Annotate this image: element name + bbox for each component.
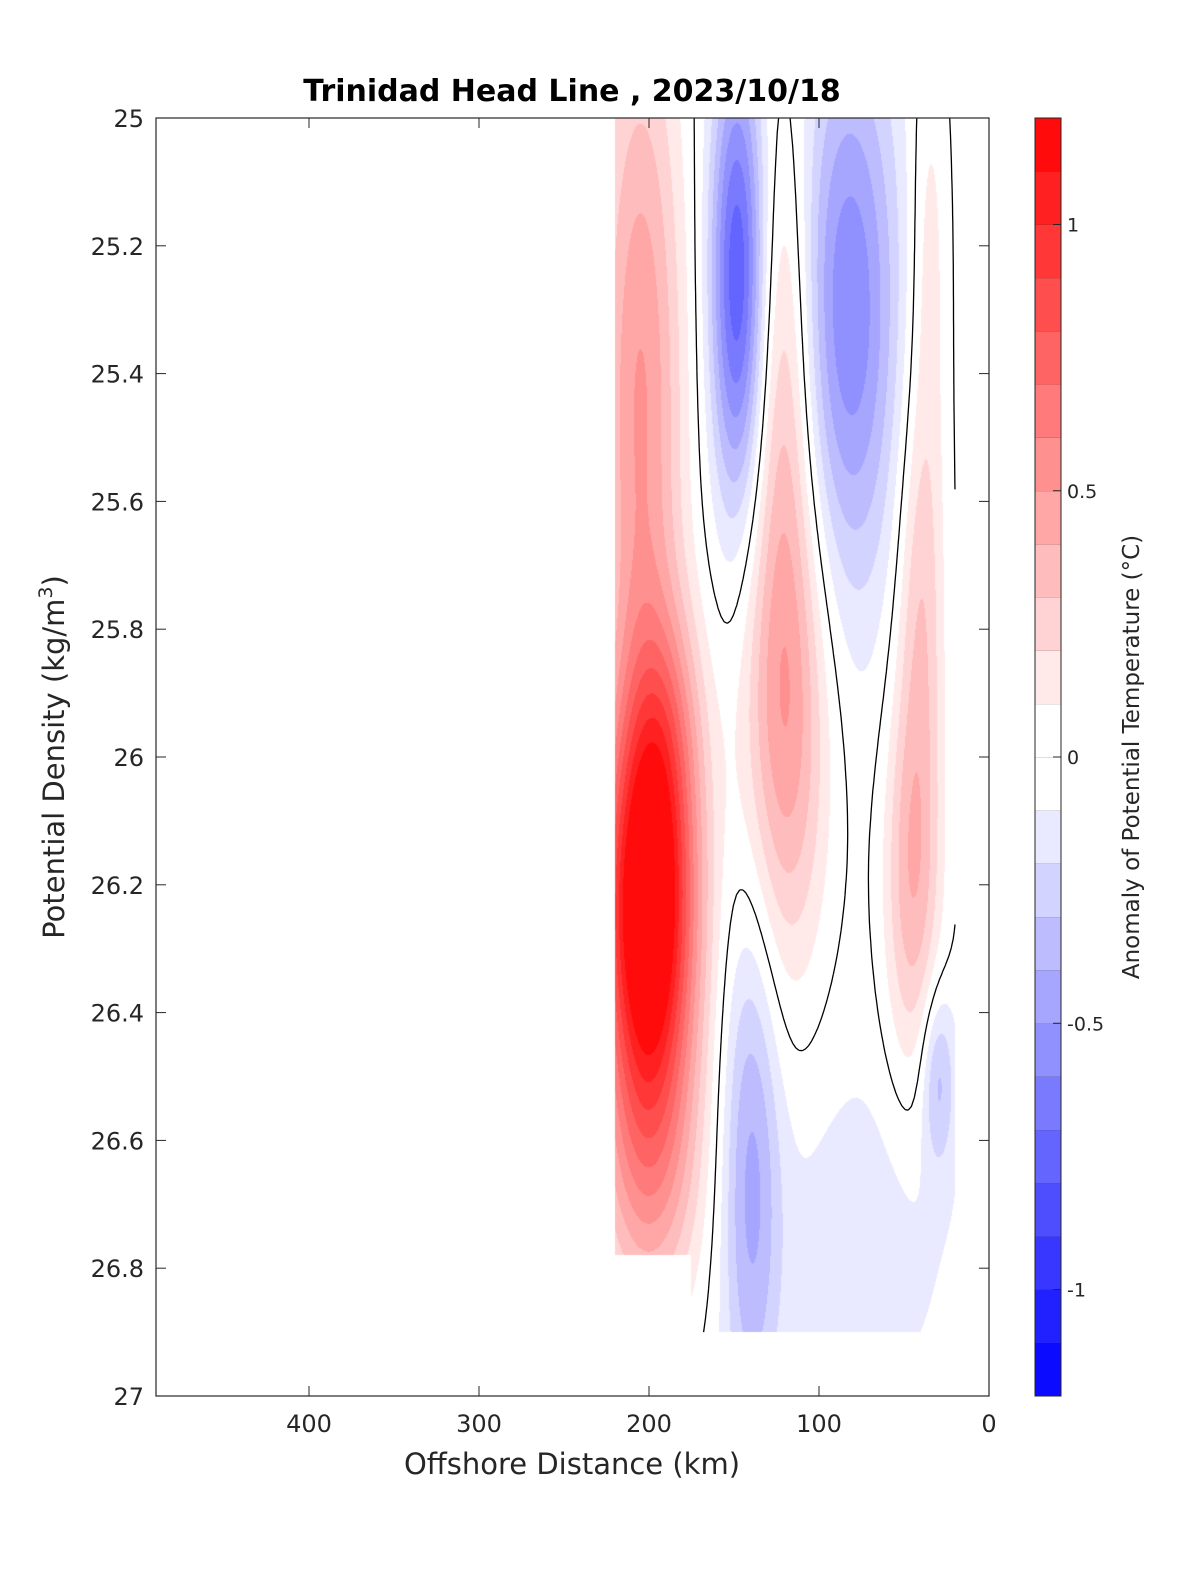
- colorbar-bin: [1035, 1289, 1061, 1344]
- colorbar-bin: [1035, 544, 1061, 598]
- y-tick-label: 26.6: [91, 1127, 144, 1155]
- colorbar-bin: [1035, 1023, 1061, 1077]
- x-tick-label: 0: [981, 1410, 996, 1438]
- y-tick-label: 26: [113, 744, 144, 772]
- colorbar-bin: [1035, 970, 1061, 1024]
- x-tick-label: 100: [796, 1410, 842, 1438]
- y-tick-label: 25.8: [91, 616, 144, 644]
- colorbar-bin: [1035, 916, 1061, 971]
- y-tick-label: 26.4: [91, 1000, 144, 1028]
- y-tick-label: 25.4: [91, 361, 144, 389]
- colorbar-bin: [1035, 224, 1061, 279]
- y-axis-label-text: Potential Density (kg/m: [37, 599, 71, 939]
- x-tick-label: 300: [456, 1410, 502, 1438]
- colorbar-bin: [1035, 1236, 1061, 1290]
- colorbar-bin: [1035, 757, 1061, 811]
- y-tick-label: 26.2: [91, 872, 144, 900]
- x-tick-label: 400: [286, 1410, 332, 1438]
- colorbar-bin: [1035, 331, 1061, 385]
- colorbar-tick-label: -0.5: [1067, 1013, 1104, 1035]
- zero-contour-lines: [693, 117, 956, 1333]
- colorbar-bin: [1035, 384, 1061, 438]
- zero-contour: [693, 117, 956, 1333]
- colorbar-tick-label: 1: [1067, 215, 1079, 237]
- colorbar-bin: [1035, 597, 1061, 651]
- colorbar-label: Anomaly of Potential Temperature (°C): [1119, 535, 1145, 979]
- colorbar-tick-label: 0.5: [1067, 481, 1097, 503]
- colorbar-bin: [1035, 1129, 1061, 1184]
- y-axis-label-superscript: 3: [35, 586, 57, 598]
- colorbar-bin: [1035, 171, 1061, 225]
- x-axis: 400 300 200 100 0: [286, 118, 997, 1438]
- colorbar-bin: [1035, 1342, 1061, 1397]
- colorbar-bin: [1035, 863, 1061, 918]
- colorbar: [1035, 117, 1061, 1397]
- x-axis-label: Offshore Distance (km): [404, 1447, 740, 1481]
- colorbar-tick-label: 0: [1067, 747, 1079, 769]
- y-tick-label: 27: [113, 1383, 144, 1411]
- y-tick-label: 25: [113, 105, 144, 133]
- heatmap-field: [156, 118, 989, 1396]
- y-axis-label: Potential Density (kg/m3): [35, 575, 71, 939]
- colorbar-bin: [1035, 810, 1061, 864]
- colorbar-bin: [1035, 703, 1061, 758]
- colorbar-ticks: 1 0.5 0 -0.5 -1: [1053, 215, 1104, 1302]
- colorbar-bin: [1035, 1183, 1061, 1237]
- colorbar-bin: [1035, 277, 1061, 332]
- y-axis: 25 25.2 25.4 25.6 25.8 26 26.2 26.4 26.6 26.8 27: [91, 105, 989, 1411]
- y-axis-label-close: ): [37, 575, 71, 586]
- y-tick-label: 25.2: [91, 233, 144, 261]
- plot-area: [156, 117, 989, 1396]
- colorbar-bin: [1035, 118, 1061, 172]
- y-tick-label: 25.6: [91, 488, 144, 516]
- colorbar-bin: [1035, 490, 1061, 545]
- chart-title: Trinidad Head Line , 2023/10/18: [303, 74, 840, 109]
- colorbar-bin: [1035, 437, 1061, 492]
- x-tick-label: 200: [626, 1410, 672, 1438]
- colorbar-bin: [1035, 650, 1061, 705]
- y-tick-label: 26.8: [91, 1255, 144, 1283]
- colorbar-tick-label: -1: [1067, 1280, 1086, 1302]
- colorbar-bin: [1035, 1076, 1061, 1131]
